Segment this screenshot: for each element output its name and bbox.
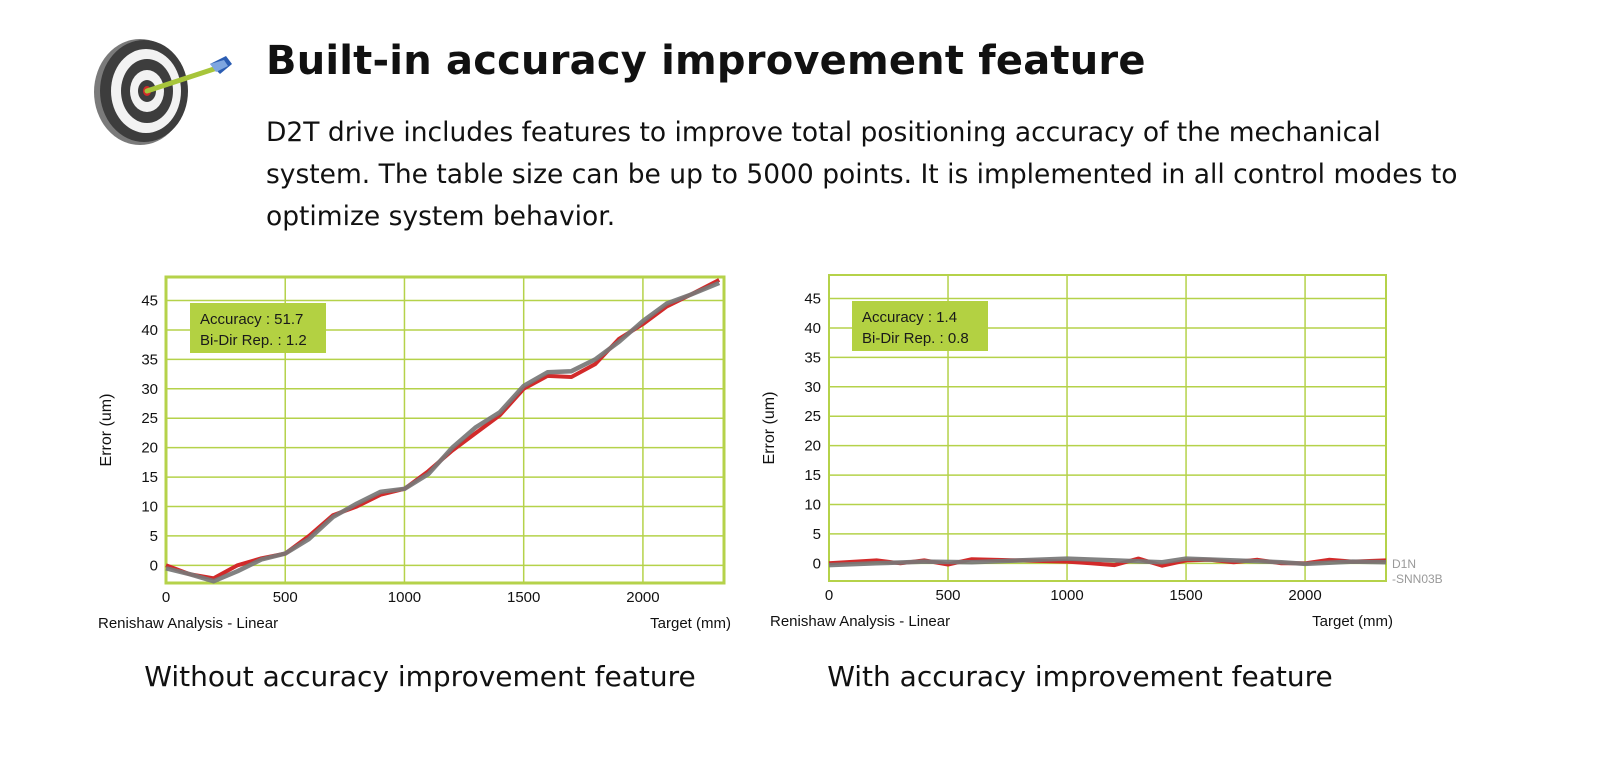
x-tick-label: 0 (162, 589, 170, 606)
chart-with-feature: 0 5 10 15 20 25 30 35 40 45 0 500 1000 1500 2000 Accura… (761, 274, 1443, 630)
x-tick-label: 2000 (626, 589, 659, 606)
description-text: D2T drive includes features to improve t… (266, 117, 1458, 232)
plot-frame (828, 274, 1387, 582)
y-tick-label: 35 (141, 351, 158, 368)
series-line (828, 556, 1387, 568)
x-tick-label: 500 (273, 589, 298, 606)
x-tick-label: 1500 (507, 589, 540, 606)
footer-label: Renishaw Analysis - Linear (770, 613, 950, 630)
y-tick-label: 0 (813, 555, 821, 572)
annotation-accuracy: Accuracy : 51.7 (200, 311, 303, 328)
y-tick-label: 0 (150, 557, 158, 574)
footer-label: Renishaw Analysis - Linear (98, 615, 278, 632)
y-axis-label: Error (um) (98, 394, 115, 467)
y-tick-label: 30 (141, 381, 158, 398)
annotation-box (190, 303, 326, 353)
target-with-arrow-icon (94, 39, 232, 145)
x-tick-label: 0 (825, 587, 833, 604)
y-tick-label: 5 (813, 526, 821, 543)
y-tick-label: 20 (804, 438, 821, 455)
series-line (165, 280, 721, 584)
annotation-box (852, 301, 988, 351)
y-axis-label: Error (um) (761, 392, 778, 465)
x-axis-label: Target (mm) (650, 615, 731, 632)
y-tick-label: 15 (141, 469, 158, 486)
y-tick-label: 35 (804, 349, 821, 366)
y-tick-label: 10 (141, 499, 158, 516)
x-axis-label: Target (mm) (1312, 613, 1393, 630)
y-tick-label: 5 (150, 528, 158, 545)
plot-frame (164, 275, 726, 585)
x-tick-label: 1000 (388, 589, 421, 606)
y-tick-label: 15 (804, 467, 821, 484)
annotation-bidir-rep: Bi-Dir Rep. : 0.8 (862, 330, 969, 347)
y-tick-label: 25 (804, 408, 821, 425)
figure-code-line2: -SNN03B (1392, 572, 1443, 586)
y-tick-label: 30 (804, 379, 821, 396)
y-tick-label: 45 (141, 293, 158, 310)
annotation-accuracy: Accuracy : 1.4 (862, 309, 957, 326)
x-tick-label: 1000 (1050, 587, 1083, 604)
caption-right: With accuracy improvement feature (827, 660, 1333, 693)
annotation-bidir-rep: Bi-Dir Rep. : 1.2 (200, 332, 307, 349)
y-tick-label: 25 (141, 410, 158, 427)
page-title: Built-in accuracy improvement feature (266, 38, 1146, 84)
chart-without-feature: 0 5 10 15 20 25 30 35 40 45 0 500 1000 1500 2000 Accura… (98, 275, 731, 632)
x-tick-label: 1500 (1169, 587, 1202, 604)
y-tick-label: 45 (804, 291, 821, 308)
y-tick-label: 40 (141, 322, 158, 339)
caption-left: Without accuracy improvement feature (144, 660, 696, 693)
y-tick-label: 20 (141, 440, 158, 457)
figure-code-line1: D1N (1392, 557, 1416, 571)
y-tick-label: 40 (804, 320, 821, 337)
x-tick-label: 2000 (1288, 587, 1321, 604)
x-tick-label: 500 (936, 587, 961, 604)
y-tick-label: 10 (804, 497, 821, 514)
